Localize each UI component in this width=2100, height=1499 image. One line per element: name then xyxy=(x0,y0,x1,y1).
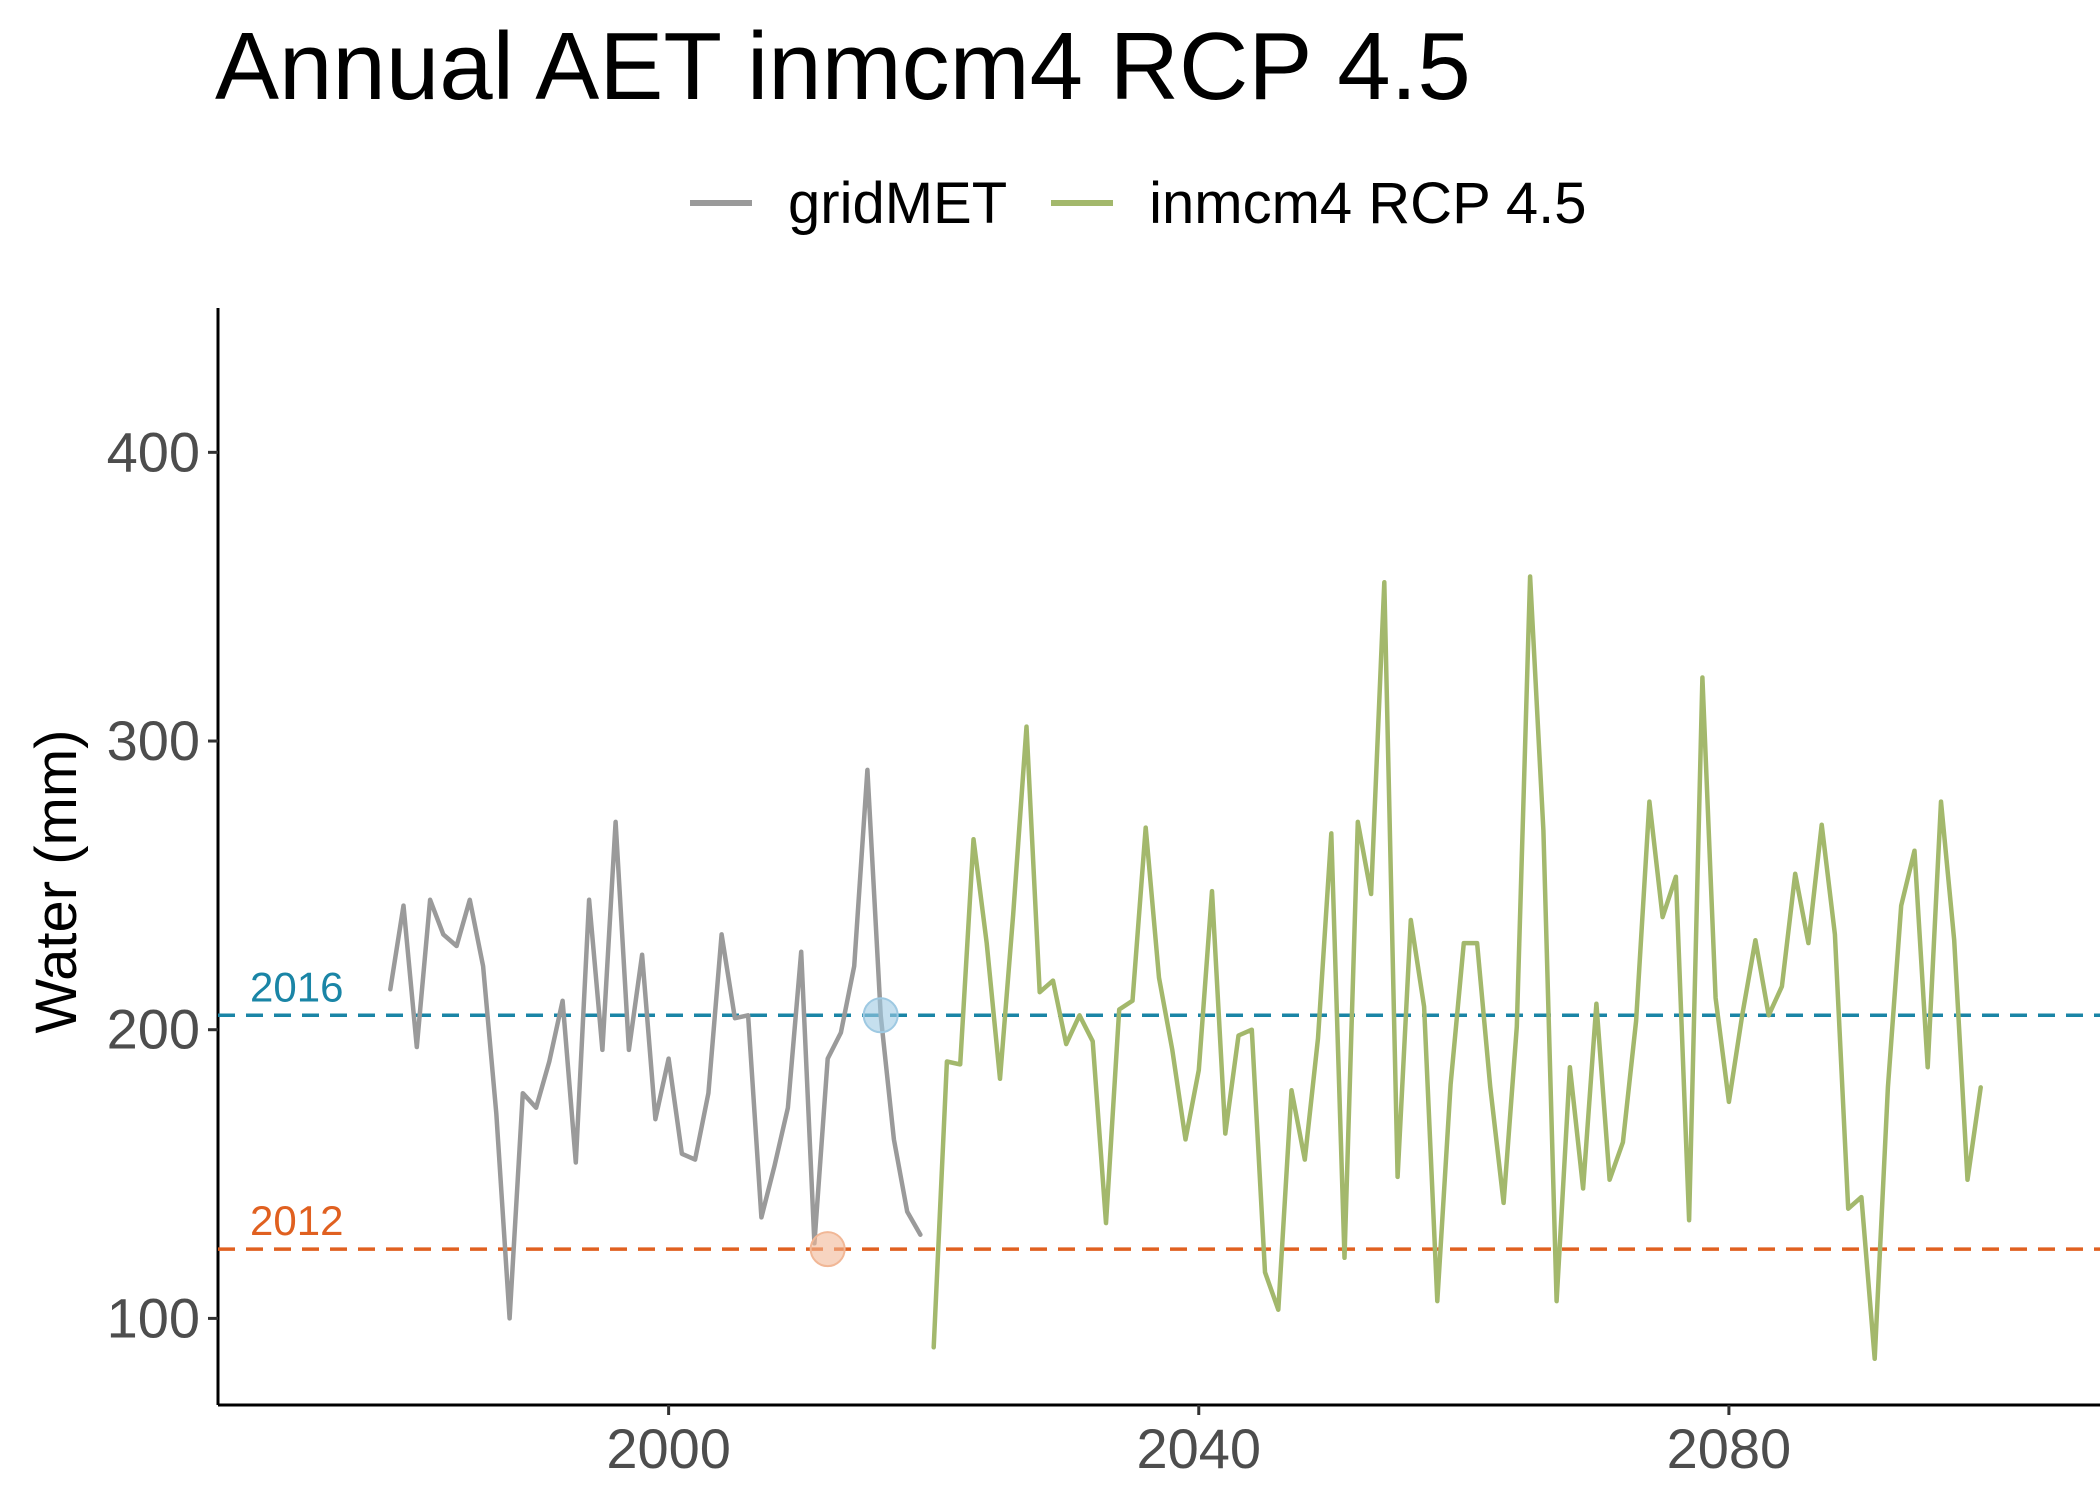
y-tick-label: 100 xyxy=(107,1286,200,1349)
legend-item-gridmet: gridMET xyxy=(690,170,1007,237)
legend-swatch-inmcm4 xyxy=(1051,200,1114,206)
legend-item-inmcm4: inmcm4 RCP 4.5 xyxy=(1051,170,1586,237)
y-axis-label: Water (mm) xyxy=(24,730,89,1034)
y-tick-label: 200 xyxy=(107,998,200,1061)
y-tick-label: 400 xyxy=(107,420,200,483)
legend-label-gridmet: gridMET xyxy=(788,170,1008,236)
reference-label-2016: 2016 xyxy=(250,963,343,1010)
highlight-point-2016 xyxy=(862,997,899,1034)
reference-label-2012: 2012 xyxy=(250,1197,343,1244)
series-line-gridmet xyxy=(388,767,923,1321)
legend-swatch-gridmet xyxy=(690,200,752,206)
chart-title: Annual AET inmcm4 RCP 4.5 xyxy=(215,13,1471,120)
series-line-inmcm4 xyxy=(931,574,1983,1362)
x-tick-label: 2000 xyxy=(606,1417,731,1480)
legend-label-inmcm4: inmcm4 RCP 4.5 xyxy=(1149,170,1587,236)
legend: gridMET inmcm4 RCP 4.5 xyxy=(690,168,1630,238)
x-tick-label: 2040 xyxy=(1136,1417,1261,1480)
y-tick-label: 300 xyxy=(107,709,200,772)
highlight-point-2012 xyxy=(809,1231,846,1268)
x-tick-label: 2080 xyxy=(1667,1417,1792,1480)
